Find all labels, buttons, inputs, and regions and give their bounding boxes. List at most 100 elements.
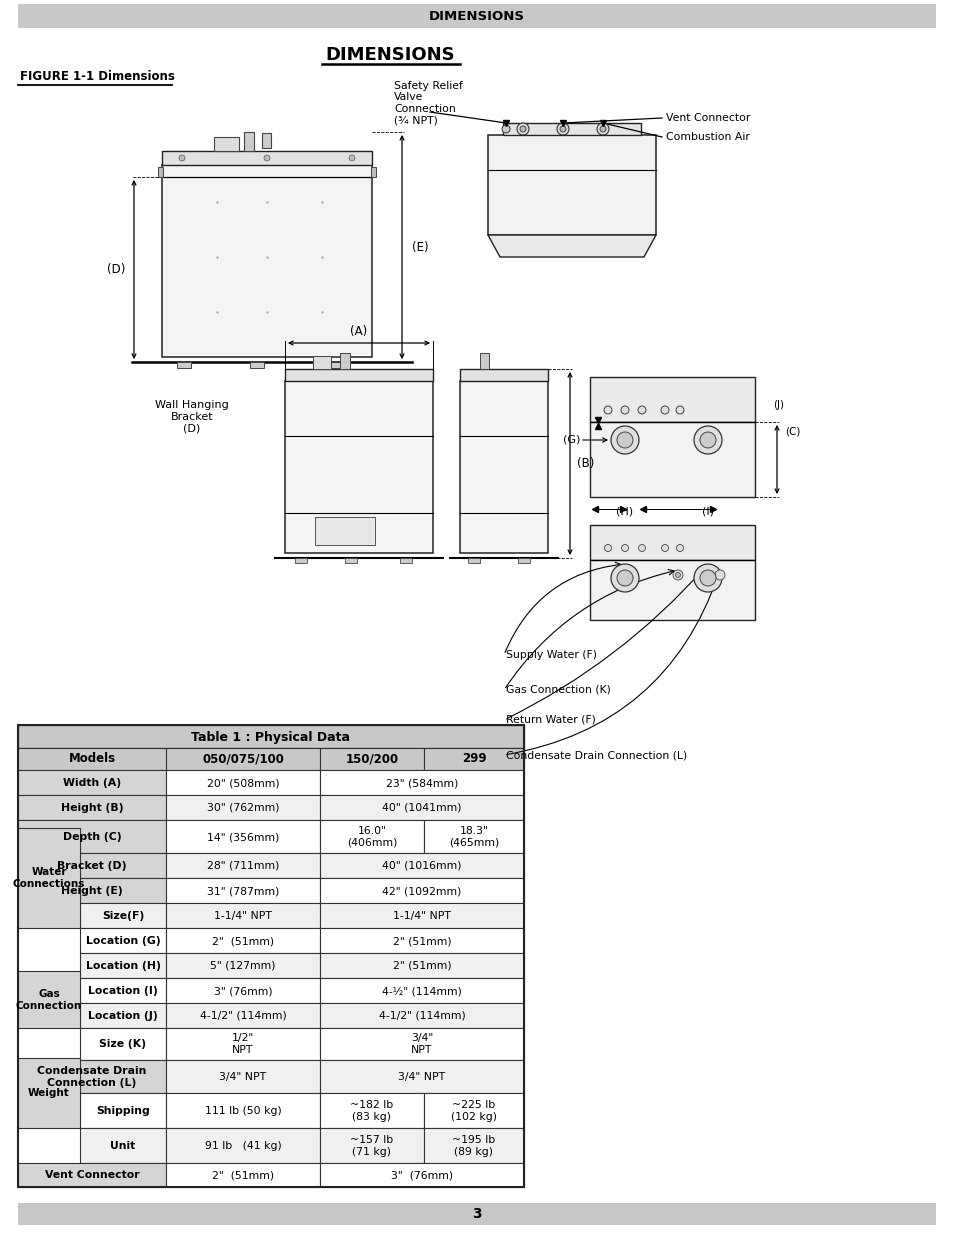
Text: Gas Connection (K): Gas Connection (K) bbox=[505, 685, 610, 695]
Bar bbox=[166, 927, 319, 953]
Bar bbox=[158, 167, 163, 177]
Bar bbox=[177, 362, 191, 368]
Circle shape bbox=[599, 126, 605, 132]
Bar bbox=[162, 165, 372, 357]
Text: (I): (I) bbox=[701, 508, 713, 517]
Bar bbox=[423, 748, 523, 769]
Text: Height (B): Height (B) bbox=[61, 803, 123, 813]
Bar bbox=[459, 369, 547, 382]
Text: Models: Models bbox=[69, 752, 115, 766]
Circle shape bbox=[610, 564, 639, 592]
Text: Water
Connections: Water Connections bbox=[12, 867, 85, 889]
Bar bbox=[80, 1028, 166, 1060]
Bar bbox=[18, 971, 80, 1028]
Text: DIMENSIONS: DIMENSIONS bbox=[429, 10, 524, 22]
Text: Shipping: Shipping bbox=[96, 1107, 150, 1116]
Bar bbox=[339, 353, 350, 369]
Bar bbox=[18, 1163, 166, 1187]
Bar bbox=[479, 353, 489, 369]
Bar bbox=[166, 795, 319, 820]
Circle shape bbox=[638, 406, 645, 414]
Text: Combustion Air: Combustion Air bbox=[665, 132, 749, 142]
Text: 4-1/2" (114mm): 4-1/2" (114mm) bbox=[378, 1011, 465, 1021]
Bar bbox=[468, 558, 479, 563]
Text: 3/4" NPT: 3/4" NPT bbox=[398, 1072, 445, 1082]
Bar bbox=[488, 135, 656, 235]
Bar bbox=[80, 1093, 166, 1128]
Text: (G): (G) bbox=[562, 435, 580, 445]
Circle shape bbox=[349, 156, 355, 161]
Circle shape bbox=[597, 124, 608, 135]
Circle shape bbox=[620, 406, 628, 414]
Circle shape bbox=[179, 156, 185, 161]
Bar bbox=[213, 137, 239, 151]
Text: 1-1/4" NPT: 1-1/4" NPT bbox=[393, 911, 451, 921]
Text: 3/4" NPT: 3/4" NPT bbox=[219, 1072, 266, 1082]
Text: 2"  (51mm): 2" (51mm) bbox=[212, 936, 274, 946]
Text: 42" (1092mm): 42" (1092mm) bbox=[382, 885, 461, 897]
Text: (J): (J) bbox=[772, 400, 783, 410]
Bar bbox=[319, 1028, 523, 1060]
Text: 2" (51mm): 2" (51mm) bbox=[393, 961, 451, 971]
Text: (H): (H) bbox=[616, 508, 633, 517]
Bar bbox=[166, 903, 319, 927]
Circle shape bbox=[676, 545, 682, 552]
Circle shape bbox=[557, 124, 568, 135]
Circle shape bbox=[700, 571, 716, 585]
Bar bbox=[319, 927, 523, 953]
Bar bbox=[80, 1128, 166, 1163]
Text: Vent Connector: Vent Connector bbox=[45, 1170, 139, 1179]
Text: Size(F): Size(F) bbox=[102, 911, 144, 921]
Bar bbox=[319, 878, 523, 903]
Text: (B): (B) bbox=[577, 457, 594, 471]
Circle shape bbox=[604, 545, 611, 552]
Text: 150/200: 150/200 bbox=[345, 752, 398, 766]
Bar bbox=[166, 1060, 319, 1093]
Text: 3/4"
NPT: 3/4" NPT bbox=[411, 1034, 433, 1055]
Text: 5" (127mm): 5" (127mm) bbox=[210, 961, 275, 971]
Text: 3"  (76mm): 3" (76mm) bbox=[391, 1170, 453, 1179]
Bar bbox=[285, 369, 433, 382]
Bar bbox=[166, 820, 319, 853]
Bar bbox=[18, 853, 166, 878]
Circle shape bbox=[501, 125, 510, 133]
Bar bbox=[319, 953, 523, 978]
Bar bbox=[589, 422, 754, 496]
Circle shape bbox=[620, 545, 628, 552]
Circle shape bbox=[675, 573, 679, 578]
Text: 14" (356mm): 14" (356mm) bbox=[207, 832, 279, 842]
Bar bbox=[319, 1003, 523, 1028]
Bar bbox=[18, 1203, 935, 1225]
Text: 299: 299 bbox=[461, 752, 486, 766]
Bar bbox=[319, 795, 523, 820]
Text: FIGURE 1-1 Dimensions: FIGURE 1-1 Dimensions bbox=[20, 70, 174, 84]
Text: ~157 lb
(71 kg): ~157 lb (71 kg) bbox=[350, 1135, 394, 1157]
Text: 91 lb   (41 kg): 91 lb (41 kg) bbox=[204, 1141, 281, 1151]
Text: (C): (C) bbox=[784, 427, 800, 437]
Text: 4-½" (114mm): 4-½" (114mm) bbox=[381, 986, 461, 995]
Text: Condensate Drain Connection (L): Condensate Drain Connection (L) bbox=[505, 750, 686, 760]
Text: 050/075/100: 050/075/100 bbox=[202, 752, 284, 766]
Bar bbox=[18, 725, 523, 1187]
Bar bbox=[18, 878, 166, 903]
Circle shape bbox=[264, 156, 270, 161]
Text: 23" (584mm): 23" (584mm) bbox=[385, 778, 457, 788]
Bar bbox=[314, 517, 375, 545]
Bar bbox=[250, 362, 264, 368]
Text: Location (G): Location (G) bbox=[86, 936, 160, 946]
Bar bbox=[319, 820, 423, 853]
Text: Size (K): Size (K) bbox=[99, 1039, 147, 1049]
Text: Weight: Weight bbox=[28, 1088, 70, 1098]
Text: 40" (1041mm): 40" (1041mm) bbox=[382, 803, 461, 813]
Text: Location (I): Location (I) bbox=[88, 986, 157, 995]
Bar bbox=[459, 382, 547, 553]
Bar bbox=[80, 1003, 166, 1028]
Bar bbox=[313, 356, 331, 369]
Bar bbox=[502, 124, 640, 135]
Text: Table 1 : Physical Data: Table 1 : Physical Data bbox=[192, 730, 350, 743]
Circle shape bbox=[660, 545, 668, 552]
Text: 30" (762mm): 30" (762mm) bbox=[207, 803, 279, 813]
Bar bbox=[319, 748, 423, 769]
Bar bbox=[371, 167, 375, 177]
Text: 28" (711mm): 28" (711mm) bbox=[207, 861, 279, 871]
